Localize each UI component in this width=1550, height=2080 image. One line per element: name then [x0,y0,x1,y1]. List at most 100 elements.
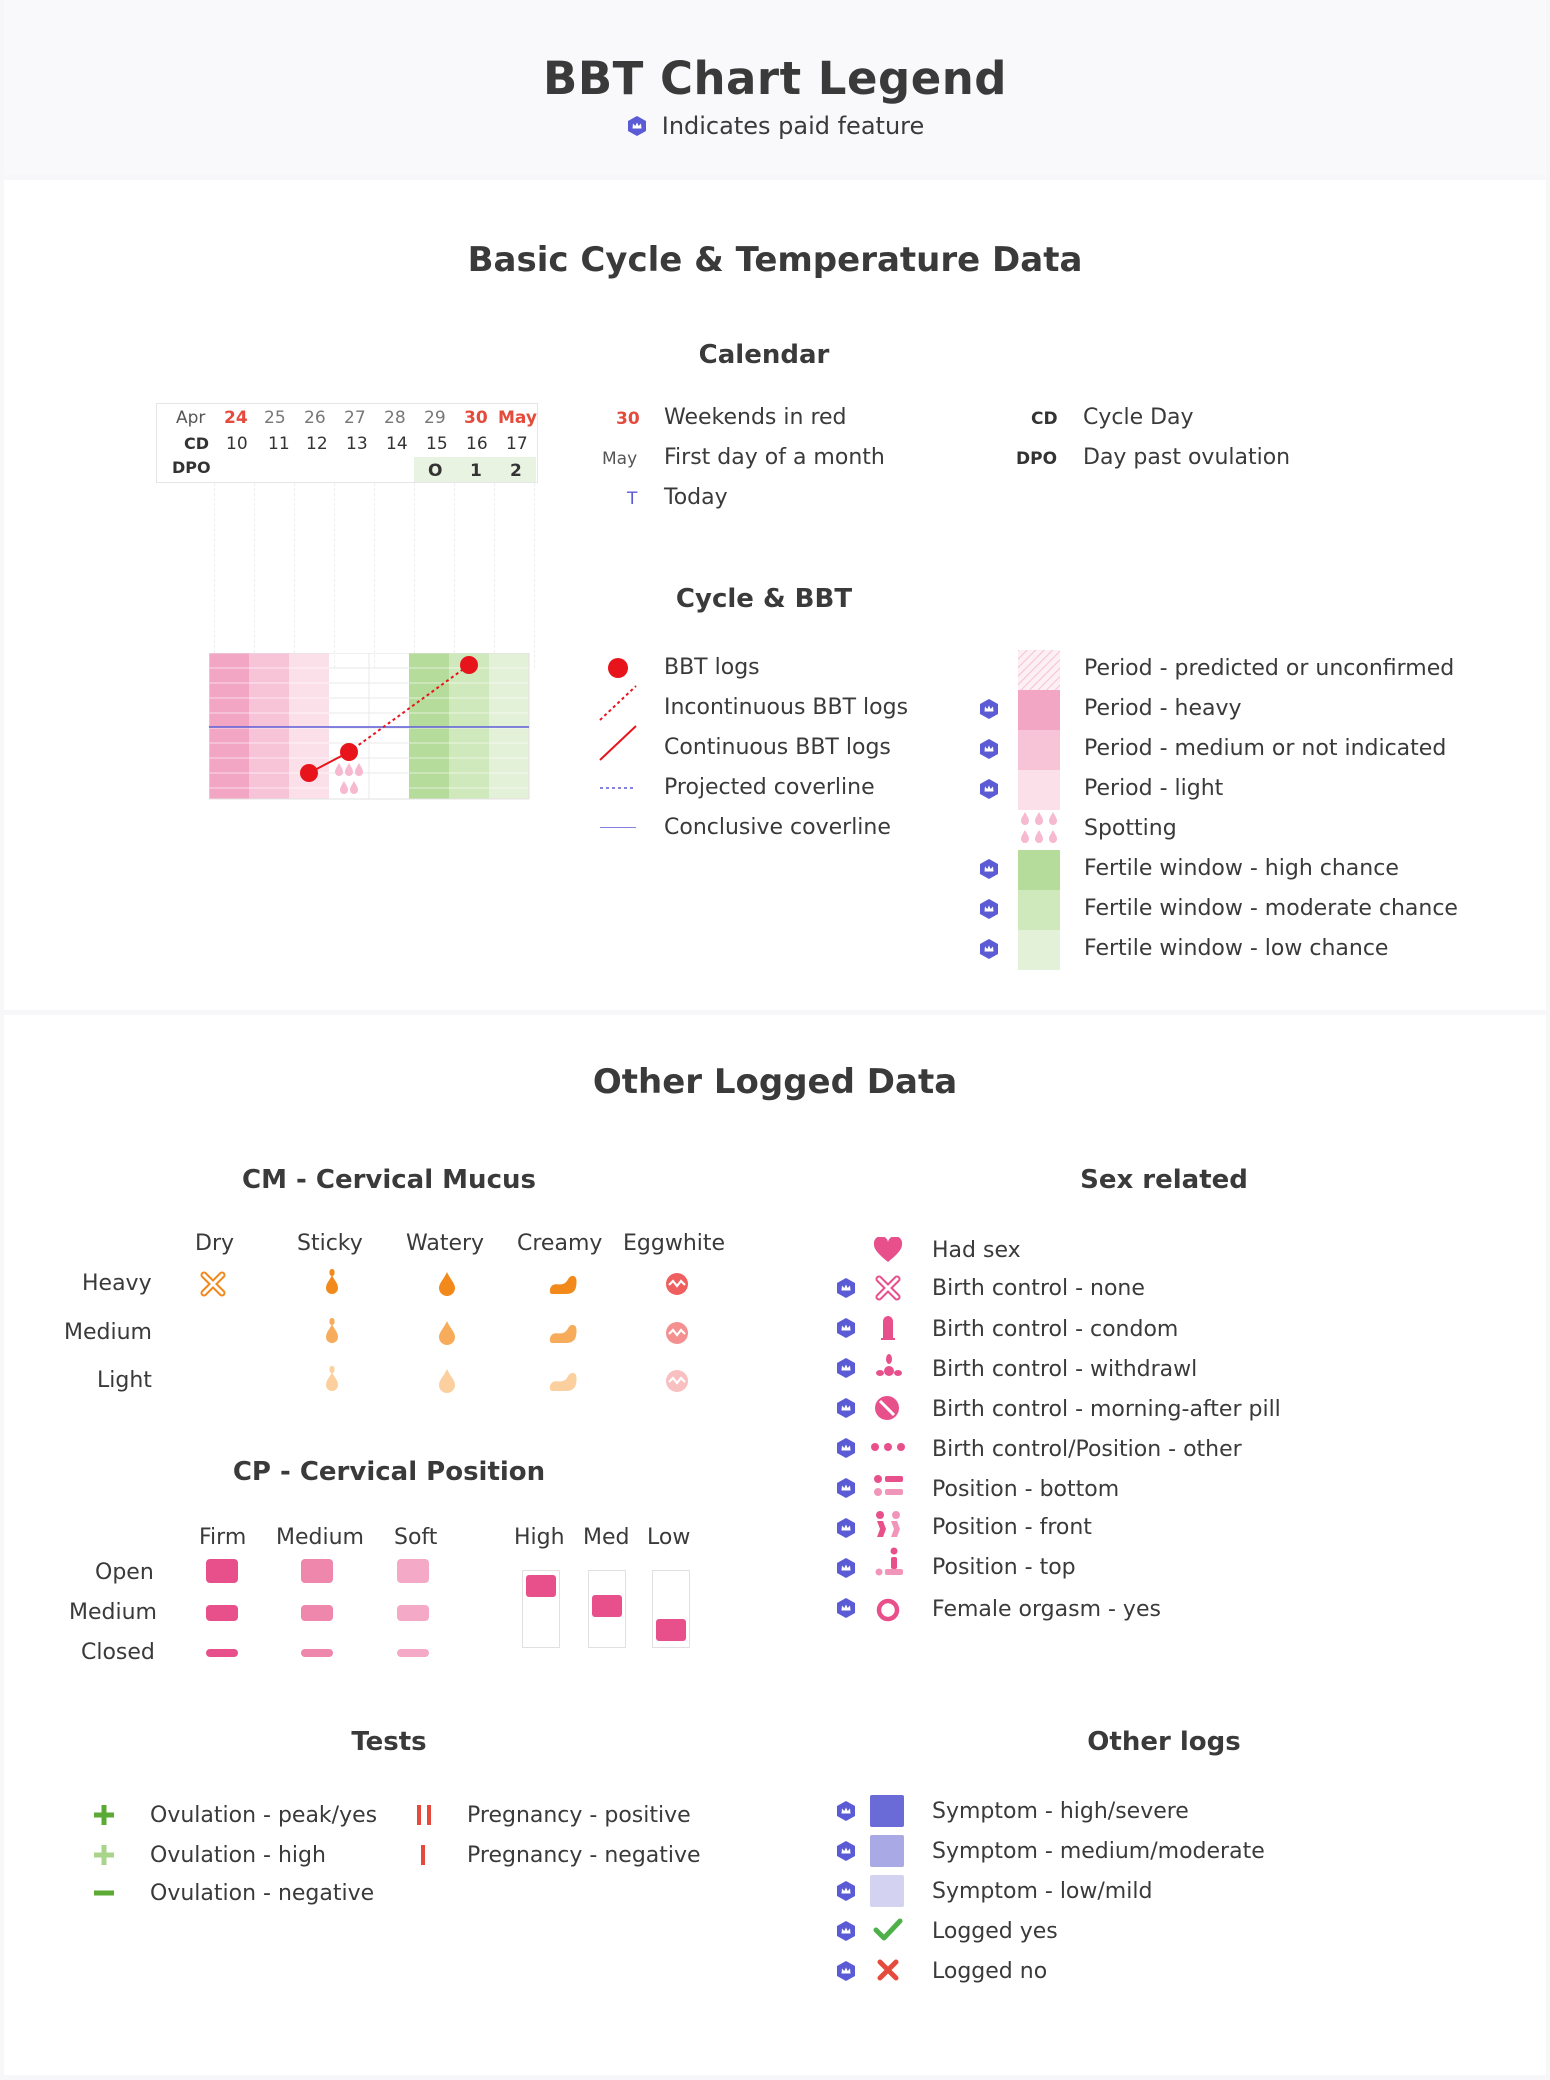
line-legend-label: BBT logs [664,655,760,680]
sex-label: Birth control - withdrawl [932,1357,1198,1382]
line-legend-icons [599,658,637,828]
fertile-low-swatch [1018,930,1060,970]
other-section-title: Other Logged Data [592,1062,958,1102]
cal-day: 28 [384,408,406,428]
cal-day: 25 [264,408,286,428]
minus-icon [94,1890,114,1896]
cal-cd: 13 [346,434,368,454]
cp-firm-closed [206,1649,238,1657]
sticky-light-icon [322,1365,342,1395]
cm-col: Eggwhite [623,1231,726,1256]
cycle-bbt-title: Cycle & BBT [675,584,853,614]
double-bar-icon [417,1805,431,1825]
cp-title: CP - Cervical Position [232,1457,546,1487]
paid-note: Indicates paid feature [4,112,1546,140]
square-dark-icon [870,1795,904,1827]
cp-firm-open [206,1559,238,1583]
period-medium-swatch [1018,730,1060,770]
cycle-bbt-preview [209,653,530,800]
cp-row: Closed [81,1640,155,1665]
cp-row: Medium [69,1600,157,1625]
cal-dpo-label: DPO [172,458,211,477]
fill-legend-label: Period - light [1084,776,1224,801]
fill-legend-label: Period - predicted or unconfirmed [1084,656,1455,681]
sex-label: Position - front [932,1515,1092,1540]
spotting-drops [335,763,363,794]
cal-cd: 16 [466,434,488,454]
other-logs-title: Other logs [1087,1727,1241,1757]
other-log-label: Logged yes [932,1919,1058,1944]
sex-label: Birth control/Position - other [932,1437,1242,1462]
paid-feature-icon [835,1557,857,1579]
cal-dpo: O [428,461,443,481]
cp-med-box [588,1570,626,1648]
sex-label: Had sex [932,1238,1021,1263]
incontinuous-bbt-line [348,664,470,753]
sex-label: Position - top [932,1555,1076,1580]
calendar-preview: Apr 24 25 26 27 28 29 30 May CD 10 11 12… [156,403,538,668]
condom-icon [881,1316,895,1340]
position-bottom-icon [874,1475,903,1496]
dry-icon [200,1271,226,1297]
cal-cd: 11 [268,434,290,454]
cp-col: Medium [276,1525,364,1550]
paid-feature-icon [978,738,1000,760]
cal-cd: 14 [386,434,408,454]
cal-month-apr: Apr [176,408,206,428]
pill-icon [875,1396,899,1420]
cal-cd: 15 [426,434,448,454]
line-legend-label: Incontinuous BBT logs [664,695,909,720]
sex-label: Birth control - morning-after pill [932,1397,1281,1422]
legend-text-weekend: Weekends in red [664,405,847,430]
fill-legend-label: Period - medium or not indicated [1084,736,1447,761]
fill-legend-swatches [1018,650,1060,970]
paid-feature-icon [835,1960,857,1982]
other-log-label: Symptom - low/mild [932,1879,1153,1904]
period-medium-cell [249,653,289,799]
legend-text-cd: Cycle Day [1083,405,1194,430]
paid-feature-icon [835,1317,857,1339]
cp-height-col: High [514,1525,565,1550]
bbt-point [300,764,318,782]
paid-feature-icon [835,1880,857,1902]
legend-key-month: May [602,449,638,469]
sticky-heavy-icon [322,1268,342,1298]
sex-label: Birth control - condom [932,1317,1179,1342]
cm-row: Medium [64,1320,152,1345]
watery-light-icon [437,1368,457,1394]
other-log-label: Symptom - high/severe [932,1799,1189,1824]
cm-row: Light [97,1368,152,1393]
legend-key-today: T [627,489,638,509]
cp-low-box [652,1570,690,1648]
period-heavy-swatch [1018,690,1060,730]
cal-month-may: May [498,408,537,428]
eggwhite-light-icon [665,1369,689,1393]
legend-text-dpo: Day past ovulation [1083,445,1291,470]
watery-heavy-icon [437,1271,457,1297]
other-section: Other Logged Data CM - Cervical Mucus Dr… [4,1015,1546,2075]
other-log-label: Logged no [932,1959,1048,1984]
legend-key-weekend: 30 [616,409,640,429]
cp-soft-medium [397,1605,429,1621]
creamy-light-icon [548,1371,578,1393]
square-light-icon [870,1875,904,1907]
header-panel: BBT Chart Legend Indicates paid feature [4,0,1546,175]
cp-medium-medium [301,1605,333,1621]
period-light-swatch [1018,770,1060,810]
fill-legend-label: Period - heavy [1084,696,1242,721]
dotted-line-icon [599,685,637,721]
cal-day: 27 [344,408,366,428]
cal-day: 26 [304,408,326,428]
paid-feature-icon [835,1477,857,1499]
plus-light-icon [94,1845,114,1865]
cal-dpo: 2 [510,461,522,481]
cal-dpo: 1 [470,461,482,481]
fill-legend-label: Spotting [1084,816,1177,841]
bbt-point [460,656,478,674]
basic-section-title: Basic Cycle & Temperature Data [467,240,1083,280]
x-outline-icon [875,1275,901,1301]
cp-soft-open [397,1559,429,1583]
creamy-medium-icon [548,1323,578,1345]
paid-feature-icon [835,1800,857,1822]
sex-related-title: Sex related [1080,1165,1248,1195]
